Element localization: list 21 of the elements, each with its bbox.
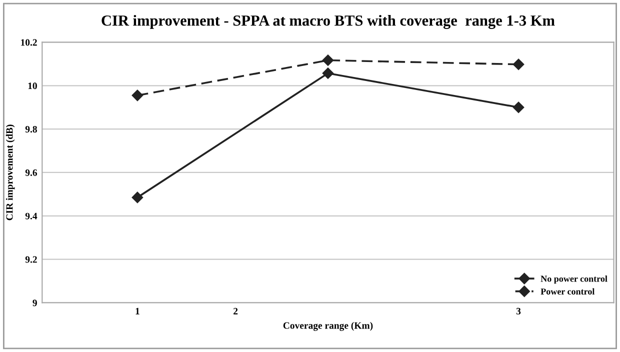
- y-tick-label: 10.2: [21, 39, 37, 46]
- x-tick-label: 2: [234, 308, 238, 314]
- y-tick-label: 9.2: [25, 256, 37, 263]
- y-tick-label: 9.6: [25, 169, 38, 176]
- point: [322, 54, 334, 66]
- y-tick-label: 9: [32, 300, 37, 306]
- x-axis-title: Coverage range (Km): [283, 322, 373, 331]
- x-tick-label: 1: [136, 308, 140, 314]
- point: [322, 68, 334, 79]
- chart-title: CIR improvement - SPPA at macro BTS with coverage range 1-3 Km: [102, 14, 555, 29]
- point: [512, 58, 524, 70]
- point: [512, 102, 524, 113]
- y-tick-label: 9.8: [25, 126, 37, 133]
- y-tick-label: 9.4: [25, 212, 38, 220]
- legend-label: No power control: [540, 275, 608, 284]
- point: [132, 90, 144, 102]
- point: [132, 192, 144, 204]
- y-tick-label: 10: [28, 82, 37, 90]
- y-axis-title: CIR improvement (dB): [6, 124, 15, 220]
- legend-label: Power control: [540, 288, 595, 295]
- x-tick-label: 3: [516, 308, 521, 314]
